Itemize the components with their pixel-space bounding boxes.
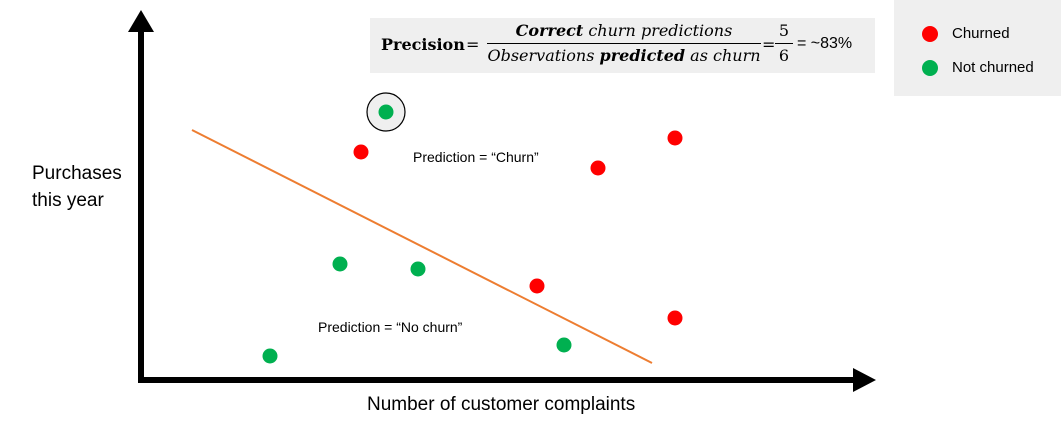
red-dot-icon <box>922 26 938 42</box>
numerator-bold: Correct <box>515 21 584 40</box>
x-axis-arrow <box>853 368 876 392</box>
region-label-churn: Prediction = “Churn” <box>413 149 539 165</box>
region-label-no-churn: Prediction = “No churn” <box>318 319 463 335</box>
green-dot-icon <box>922 60 938 76</box>
decision-boundary-line <box>191 129 653 364</box>
legend: Churned Not churned <box>894 0 1061 96</box>
not-churned-point <box>332 256 348 272</box>
precision-formula: Precision = Correct churn predictions Ob… <box>370 18 875 73</box>
formula-numerator: Correct churn predictions <box>487 20 761 42</box>
formula-fraction: Correct churn predictions Observations p… <box>487 20 761 67</box>
numerator-rest: churn predictions <box>583 21 733 40</box>
churned-point <box>353 144 369 160</box>
churned-point <box>667 310 683 326</box>
denominator-start: Observations <box>487 46 600 65</box>
churned-point <box>590 160 606 176</box>
equals-sign: = <box>466 35 480 54</box>
y-axis-arrow <box>128 10 154 32</box>
not-churned-point <box>556 337 572 353</box>
fraction-bar <box>487 43 761 44</box>
formula-lhs: Precision <box>381 35 465 54</box>
not-churned-point <box>262 348 278 364</box>
legend-label: Churned <box>952 25 1010 42</box>
churned-point <box>667 130 683 146</box>
formula-denominator: Observations predicted as churn <box>487 45 761 67</box>
formula-result: = ~83% <box>797 35 853 52</box>
denominator-end: as churn <box>685 46 761 65</box>
equals-sign: = <box>762 35 776 54</box>
legend-label: Not churned <box>952 59 1034 76</box>
y-axis-label-line: Purchases <box>32 163 122 184</box>
denominator-bold: predicted <box>599 46 686 65</box>
y-axis-label: Purchases this year <box>32 160 122 214</box>
x-axis-label: Number of customer complaints <box>367 394 636 415</box>
fraction-bar <box>775 43 793 44</box>
formula-number-fraction: 5 6 <box>775 20 793 67</box>
not-churned-point <box>410 261 426 277</box>
not-churned-point <box>378 104 394 120</box>
churned-point <box>529 278 545 294</box>
fraction-numerator: 5 <box>778 21 790 40</box>
fraction-denominator: 6 <box>778 46 790 65</box>
y-axis-label-line: this year <box>32 190 104 211</box>
data-points <box>262 104 683 364</box>
